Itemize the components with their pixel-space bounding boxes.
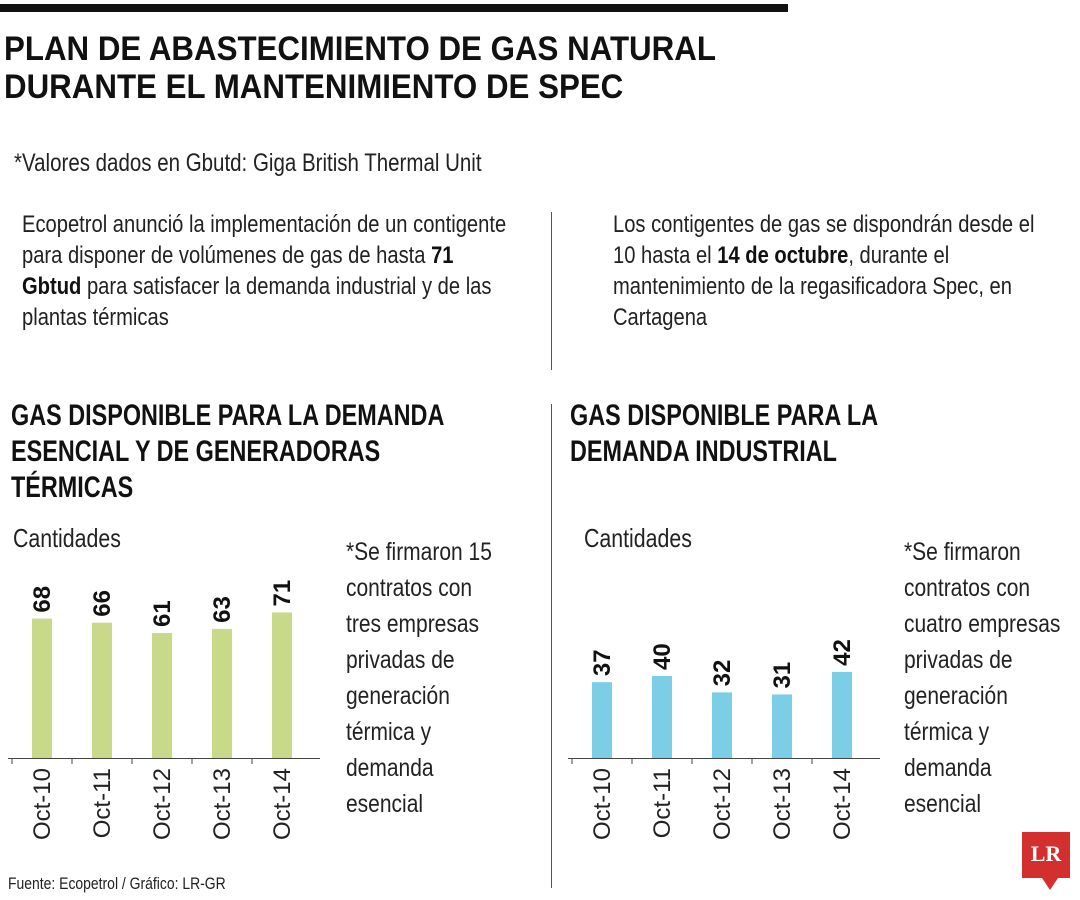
left-bar-chart: 68 Oct-10 66 Oct-11 61 Oct-12 63 Oct-13 71 Oct-14 xyxy=(8,580,320,840)
left-category-tick-label: Oct-11 xyxy=(89,768,116,838)
top-rule xyxy=(0,4,788,12)
divider-top xyxy=(551,212,552,370)
right-note-line: generación xyxy=(904,682,1008,710)
right-category-tick-label: Oct-13 xyxy=(769,768,796,840)
left-chart-title: GAS DISPONIBLE PARA LA DEMANDA ESENCIAL … xyxy=(11,398,479,506)
left-chart-title-line-2: ESENCIAL Y DE GENERADORAS xyxy=(11,435,381,468)
source-credit: Fuente: Ecopetrol / Gráfico: LR-GR xyxy=(8,874,226,893)
left-category-tick-label: Oct-13 xyxy=(209,768,236,840)
left-note-line: demanda xyxy=(346,754,434,782)
right-bar-oct-11 xyxy=(652,676,672,758)
right-bar-oct-10 xyxy=(592,682,612,758)
left-bar-oct-12 xyxy=(152,632,172,758)
left-bar-oct-14 xyxy=(272,612,292,758)
right-chart-title-line-1: GAS DISPONIBLE PARA LA xyxy=(570,399,879,432)
right-bar-oct-13 xyxy=(772,694,792,758)
right-category-tick-label: Oct-10 xyxy=(589,768,616,840)
right-paragraph-highlight: 14 de octubre xyxy=(717,242,849,269)
right-note-line: privadas de xyxy=(904,646,1013,674)
left-note-line: generación xyxy=(346,682,450,710)
page-title-line-2: DURANTE EL MANTENIMIENTO DE SPEC xyxy=(4,68,624,106)
right-bar-oct-12 xyxy=(712,692,732,758)
right-paragraph: Los contigentes de gas se dispondrán des… xyxy=(613,209,1050,333)
left-bar-value-label: 63 xyxy=(209,596,236,623)
right-chart-note: *Se firmaron contratos con cuatro empres… xyxy=(904,534,1080,822)
left-bar-oct-10 xyxy=(32,618,52,758)
right-paragraph-text: Los contigentes de gas se dispondrán des… xyxy=(613,211,1035,269)
right-chart-title-line-2: DEMANDA INDUSTRIAL xyxy=(570,435,837,468)
right-note-line: *Se firmaron xyxy=(904,538,1021,566)
right-category-tick-label: Oct-11 xyxy=(649,768,676,838)
left-category-tick-label: Oct-10 xyxy=(29,768,56,840)
left-bar-value-label: 68 xyxy=(29,586,56,613)
left-paragraph: Ecopetrol anunció la implementación de u… xyxy=(22,209,509,333)
left-note-line: contratos con xyxy=(346,574,473,602)
right-bar-value-label: 40 xyxy=(649,643,676,670)
right-category-tick-label: Oct-12 xyxy=(709,768,736,840)
page-title-line-1: PLAN DE ABASTECIMIENTO DE GAS NATURAL xyxy=(4,30,716,68)
right-category-tick-label: Oct-14 xyxy=(829,768,856,840)
left-category-tick-label: Oct-12 xyxy=(149,768,176,840)
right-paragraph-text-end: , durante el mantenimiento de la regasif… xyxy=(613,242,1012,331)
lr-logo-tail xyxy=(1042,878,1058,890)
left-bar-oct-13 xyxy=(212,628,232,758)
left-category-tick-label: Oct-14 xyxy=(269,768,296,840)
left-note-line: *Se firmaron 15 xyxy=(346,538,492,566)
left-chart-note: *Se firmaron 15 contratos con tres empre… xyxy=(346,534,531,822)
divider-bottom xyxy=(551,404,552,888)
left-paragraph-text-end: para satisfacer la demanda industrial y … xyxy=(22,273,492,331)
right-bar-value-label: 31 xyxy=(769,662,796,689)
left-bar-value-label: 61 xyxy=(149,600,176,627)
left-note-line: privadas de xyxy=(346,646,455,674)
page-title: PLAN DE ABASTECIMIENTO DE GAS NATURAL DU… xyxy=(4,30,740,106)
left-note-line: tres empresas xyxy=(346,610,480,638)
left-paragraph-highlight: 71 Gbtud xyxy=(22,242,454,300)
left-chart-title-line-3: TÉRMICAS xyxy=(11,471,134,504)
right-note-line: demanda xyxy=(904,754,992,782)
right-note-line: contratos con xyxy=(904,574,1031,602)
left-bar-value-label: 71 xyxy=(269,580,296,607)
right-bar-value-label: 42 xyxy=(829,639,856,666)
left-chart-ylabel: Cantidades xyxy=(13,523,121,553)
left-bar-oct-11 xyxy=(92,622,112,758)
left-bar-value-label: 66 xyxy=(89,590,116,617)
right-bar-chart: 37 Oct-10 40 Oct-11 32 Oct-12 31 Oct-13 42 Oct-14 xyxy=(568,639,880,840)
left-paragraph-text: Ecopetrol anunció la implementación de u… xyxy=(22,211,507,269)
units-note: *Valores dados en Gbutd: Giga British Th… xyxy=(14,149,482,177)
left-note-line: esencial xyxy=(346,790,424,818)
right-bar-value-label: 37 xyxy=(589,649,616,676)
left-note-line: térmica y xyxy=(346,718,432,746)
right-chart-ylabel: Cantidades xyxy=(584,523,692,553)
right-chart-title: GAS DISPONIBLE PARA LA DEMANDA INDUSTRIA… xyxy=(570,398,976,470)
left-chart-title-line-1: GAS DISPONIBLE PARA LA DEMANDA xyxy=(11,399,445,432)
right-bar-oct-14 xyxy=(832,671,852,758)
right-note-line: esencial xyxy=(904,790,982,818)
right-note-line: cuatro empresas xyxy=(904,610,1061,638)
right-bar-value-label: 32 xyxy=(709,660,736,687)
right-note-line: térmica y xyxy=(904,718,990,746)
lr-logo: LR xyxy=(1022,832,1070,878)
